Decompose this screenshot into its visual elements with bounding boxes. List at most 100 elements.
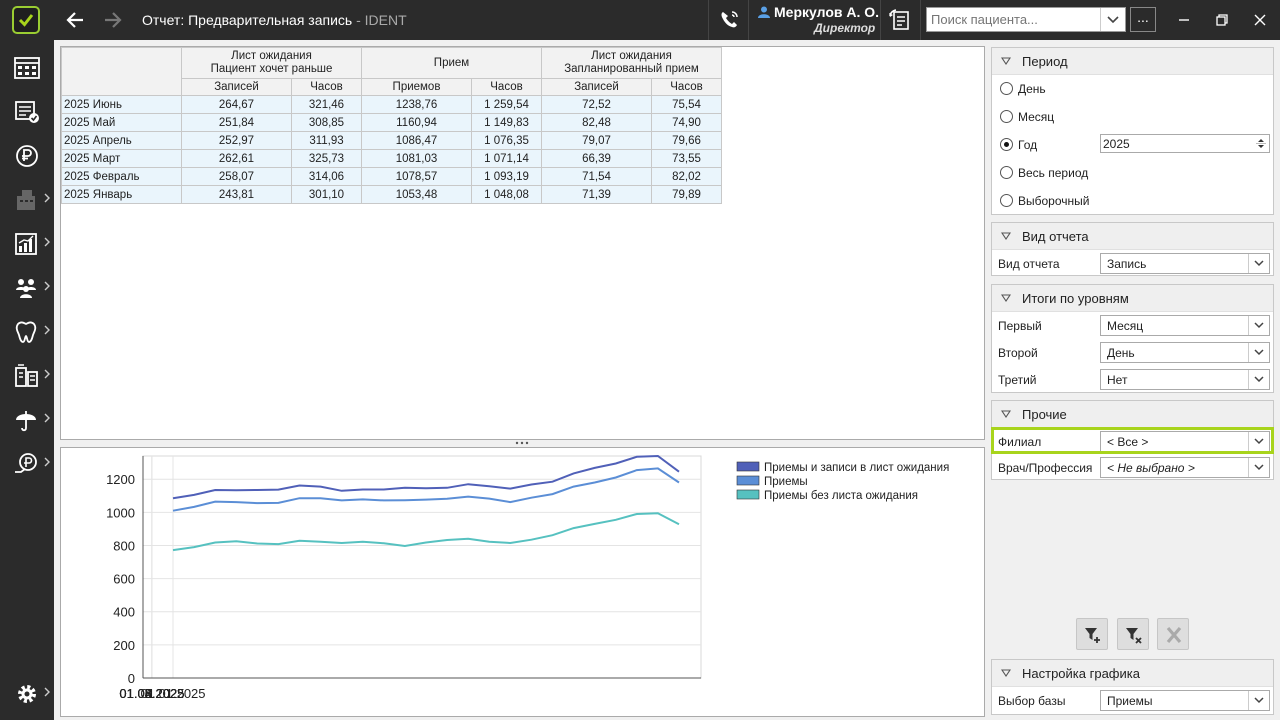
period-radio-month[interactable] xyxy=(1000,110,1013,123)
filter-add-icon xyxy=(1085,628,1100,643)
column-header[interactable]: Часов xyxy=(651,78,722,96)
view-select[interactable]: Запись xyxy=(1100,253,1270,274)
splitter-grip-icon[interactable] xyxy=(514,441,530,445)
sidebar-item-schedule[interactable] xyxy=(0,48,54,88)
table-row[interactable]: 2025 Март 262,61 325,73 1081,03 1 071,14 66,3… xyxy=(61,149,722,168)
dropdown-button[interactable] xyxy=(1248,432,1269,451)
search-dropdown-button[interactable] xyxy=(1100,8,1125,31)
period-radio-custom[interactable] xyxy=(1000,194,1013,207)
dropdown-button[interactable] xyxy=(1248,691,1269,710)
phone-call-icon[interactable] xyxy=(717,8,741,32)
doctor-select[interactable]: < Не выбрано > xyxy=(1100,457,1270,478)
legend-swatch xyxy=(736,461,760,472)
other-panel-header[interactable]: Прочие xyxy=(992,401,1273,428)
chevron-right-icon xyxy=(44,193,50,203)
patient-search-input[interactable] xyxy=(931,9,1103,30)
sidebar-item-insurance[interactable] xyxy=(0,400,54,440)
chevron-right-icon xyxy=(44,281,50,291)
totals-panel-header[interactable]: Итоги по уровням xyxy=(992,285,1273,312)
base-select[interactable]: Приемы xyxy=(1100,690,1270,711)
sidebar-item-appointments[interactable] xyxy=(0,92,54,132)
branch-select[interactable]: < Все > xyxy=(1100,431,1270,452)
view-panel-header[interactable]: Вид отчета xyxy=(992,223,1273,250)
sidebar-item-settings[interactable] xyxy=(0,674,54,714)
sidebar-item-cash[interactable] xyxy=(0,180,54,220)
column-header[interactable]: Записей xyxy=(541,78,652,96)
period-radio-all[interactable] xyxy=(1000,166,1013,179)
chart-settings-panel: Настройка графика Выбор базы Приемы xyxy=(991,659,1274,715)
back-arrow-icon[interactable] xyxy=(64,10,86,30)
forward-arrow-icon[interactable] xyxy=(102,10,124,30)
user-name[interactable]: Меркулов А. О. xyxy=(774,4,880,20)
table-row[interactable]: 2025 Май 251,84 308,85 1160,94 1 149,83 82,48… xyxy=(61,113,722,132)
sidebar-item-bonuses[interactable] xyxy=(0,444,54,484)
period-radio-year[interactable] xyxy=(1000,138,1013,151)
collapse-triangle-icon xyxy=(1001,410,1011,418)
history-icon[interactable] xyxy=(888,8,912,32)
table-cell: 66,39 xyxy=(541,149,652,168)
table-cell: 308,85 xyxy=(291,113,362,132)
sidebar-item-reports[interactable] xyxy=(0,224,54,264)
table-row[interactable]: 2025 Апрель 252,97 311,93 1086,47 1 076,35 79… xyxy=(61,131,722,150)
dropdown-button[interactable] xyxy=(1248,254,1269,273)
header-line: Запланированный прием xyxy=(564,63,699,75)
export-excel-button[interactable] xyxy=(1157,618,1189,650)
sidebar-item-finance[interactable] xyxy=(0,136,54,176)
close-icon[interactable] xyxy=(1248,8,1272,32)
dropdown-button[interactable] xyxy=(1248,458,1269,477)
table-row[interactable]: 2025 Январь 243,81 301,10 1053,48 1 048,08 71… xyxy=(61,185,722,204)
tooth-icon xyxy=(15,321,37,343)
group-header-waitlist-earlier: Лист ожидания Пациент хочет раньше xyxy=(181,47,362,79)
row-label: 2025 Январь xyxy=(61,185,182,204)
table-cell: 321,46 xyxy=(291,95,362,114)
table-cell: 82,48 xyxy=(541,113,652,132)
column-header[interactable]: Часов xyxy=(471,78,542,96)
spinner-arrows-icon[interactable] xyxy=(1255,136,1267,151)
column-header[interactable]: Записей xyxy=(181,78,292,96)
column-header[interactable]: Часов xyxy=(291,78,362,96)
panel-title: Настройка графика xyxy=(1022,666,1140,681)
apply-filter-button[interactable] xyxy=(1076,618,1108,650)
row-header-corner xyxy=(61,47,182,96)
header-line: Прием xyxy=(433,57,470,69)
sidebar-item-patients[interactable] xyxy=(0,268,54,308)
period-panel-header[interactable]: Период xyxy=(992,48,1273,75)
x-tick-label: 01.05.2025 xyxy=(119,686,184,701)
y-tick-label: 800 xyxy=(113,538,135,553)
level-select-first[interactable]: Месяц xyxy=(1100,315,1270,336)
period-label-all: Весь период xyxy=(1018,166,1089,180)
chart-settings-panel-header[interactable]: Настройка графика xyxy=(992,660,1273,687)
dropdown-button[interactable] xyxy=(1248,343,1269,362)
patient-search[interactable] xyxy=(926,7,1126,32)
level-value: Нет xyxy=(1107,373,1128,387)
column-header[interactable]: Приемов xyxy=(361,78,472,96)
restore-icon[interactable] xyxy=(1210,8,1234,32)
clear-filter-button[interactable] xyxy=(1117,618,1149,650)
dropdown-button[interactable] xyxy=(1248,370,1269,389)
year-spinner[interactable]: 2025 xyxy=(1100,134,1270,153)
dropdown-button[interactable] xyxy=(1248,316,1269,335)
chevron-down-icon xyxy=(1254,260,1264,267)
x-tick-label: 01.01.2025 xyxy=(140,686,205,701)
table-row[interactable]: 2025 Февраль 258,07 314,06 1078,57 1 093,19 7… xyxy=(61,167,722,186)
insurance-umbrella-icon xyxy=(16,411,36,432)
table-cell: 1238,76 xyxy=(361,95,472,114)
period-radio-day[interactable] xyxy=(1000,82,1013,95)
table-cell: 79,89 xyxy=(651,185,722,204)
minimize-icon[interactable] xyxy=(1172,8,1196,32)
x-tick-label: 01.02.2025 xyxy=(119,686,184,701)
collapse-triangle-icon xyxy=(1001,57,1011,65)
level-label-first: Первый xyxy=(998,319,1042,333)
sidebar-item-dental[interactable] xyxy=(0,312,54,352)
panel-title: Вид отчета xyxy=(1022,229,1089,244)
table-cell: 71,39 xyxy=(541,185,652,204)
table-cell: 243,81 xyxy=(181,185,292,204)
level-select-second[interactable]: День xyxy=(1100,342,1270,363)
table-row[interactable]: 2025 Июнь 264,67 321,46 1238,76 1 259,54 72,5… xyxy=(61,95,722,114)
level-select-third[interactable]: Нет xyxy=(1100,369,1270,390)
sidebar-item-warehouse[interactable] xyxy=(0,356,54,396)
chevron-down-icon xyxy=(1254,349,1264,356)
app-logo-icon[interactable] xyxy=(12,6,40,34)
more-button[interactable]: ... xyxy=(1130,7,1156,32)
window-title: Отчет: Предварительная запись - IDENT xyxy=(142,12,407,28)
